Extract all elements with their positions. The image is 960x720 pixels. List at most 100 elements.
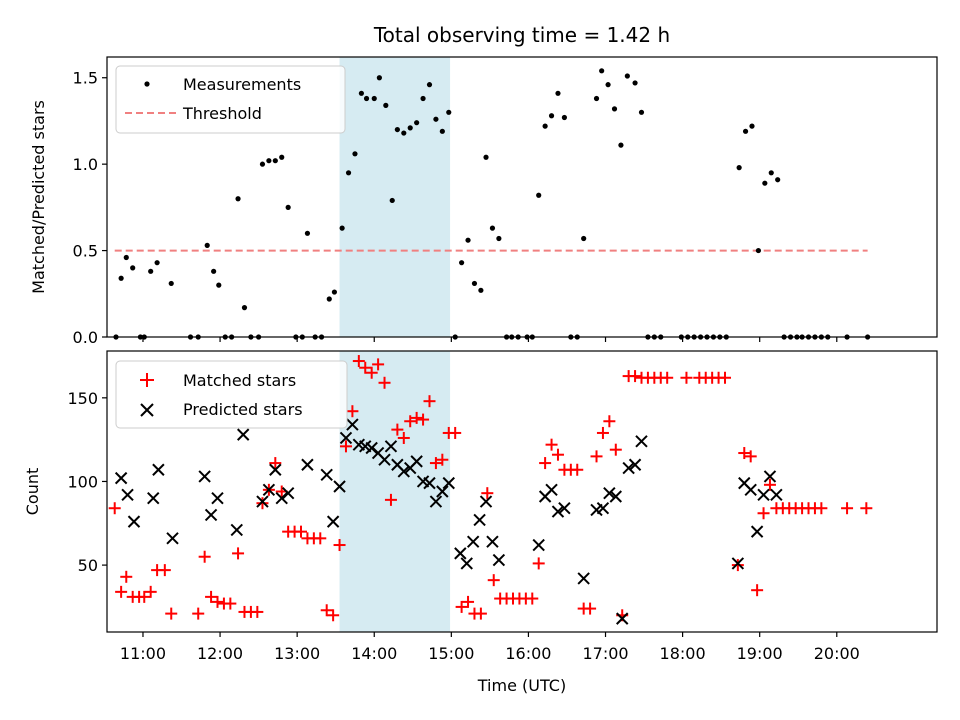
predicted-star-point bbox=[269, 463, 282, 476]
predicted-star-point bbox=[616, 612, 629, 625]
matched-star-point bbox=[372, 358, 385, 371]
measurement-point bbox=[599, 68, 605, 74]
matched-star-point bbox=[661, 371, 674, 384]
matched-star-point bbox=[455, 600, 468, 613]
measurement-point bbox=[216, 282, 222, 288]
matched-star-point bbox=[205, 590, 218, 603]
matched-star-point bbox=[571, 463, 584, 476]
legend-label-measurements: Measurements bbox=[183, 75, 301, 94]
chart-title: Total observing time = 1.42 h bbox=[373, 23, 670, 47]
legend-marker-matched bbox=[140, 373, 154, 387]
matched-star-point bbox=[359, 361, 372, 374]
measurement-point bbox=[749, 123, 755, 129]
predicted-star-point bbox=[558, 502, 571, 515]
matched-star-point bbox=[320, 604, 333, 617]
predicted-star-point bbox=[281, 486, 295, 500]
predicted-star-point bbox=[384, 440, 398, 453]
measurement-point bbox=[775, 177, 781, 183]
matched-star-point bbox=[596, 426, 609, 439]
top-legend: Measurements Threshold bbox=[115, 65, 346, 134]
predicted-star-point bbox=[731, 557, 745, 570]
matched-star-point bbox=[192, 607, 205, 620]
measurement-point bbox=[363, 95, 370, 102]
matched-star-point bbox=[603, 415, 616, 428]
measurement-point bbox=[555, 90, 561, 96]
x-tick-label: 11:00 bbox=[120, 644, 166, 663]
predicted-star-point bbox=[577, 572, 590, 585]
measurement-point bbox=[394, 126, 400, 133]
matched-star-point bbox=[609, 443, 622, 456]
measurement-point bbox=[483, 154, 489, 160]
matched-star-point bbox=[757, 507, 770, 520]
measurement-point bbox=[420, 95, 426, 102]
predicted-star-point bbox=[609, 490, 622, 503]
measurement-point bbox=[489, 225, 496, 231]
measurement-point bbox=[266, 158, 272, 164]
measurement-point bbox=[326, 296, 332, 302]
measurement-point bbox=[204, 242, 210, 248]
matched-star-point bbox=[224, 597, 237, 610]
bottom-y-axis-title: Count bbox=[23, 468, 42, 516]
measurement-point bbox=[154, 260, 160, 266]
measurement-point bbox=[389, 197, 395, 204]
measurement-point bbox=[561, 114, 567, 121]
predicted-star-point bbox=[603, 486, 616, 500]
predicted-star-point bbox=[121, 488, 134, 502]
matched-star-point bbox=[333, 539, 346, 552]
measurement-point bbox=[235, 196, 241, 202]
measurement-point bbox=[371, 95, 377, 102]
matched-star-point bbox=[744, 450, 757, 463]
matched-star-point bbox=[211, 595, 224, 608]
predicted-star-point bbox=[486, 535, 499, 548]
measurement-points bbox=[113, 68, 871, 340]
top-y-tick-label: 1.5 bbox=[73, 69, 98, 88]
top-x-ticks bbox=[142, 337, 838, 342]
matched-star-point bbox=[680, 371, 693, 384]
measurement-point bbox=[259, 161, 266, 167]
bottom-x-ticks: 11:00 12:00 13:00 14:00 15:00 16:00 17:00 18:00… bbox=[120, 632, 860, 663]
matched-star-points bbox=[108, 355, 873, 622]
matched-star-point bbox=[378, 376, 391, 389]
predicted-star-point bbox=[770, 488, 783, 502]
measurement-point bbox=[536, 192, 542, 198]
matched-star-point bbox=[232, 547, 245, 560]
matched-star-point bbox=[860, 502, 873, 515]
matched-star-point bbox=[462, 595, 475, 608]
predicted-star-point bbox=[628, 458, 642, 471]
matched-star-point bbox=[391, 423, 404, 436]
top-legend-box bbox=[115, 65, 346, 134]
matched-star-point bbox=[365, 366, 378, 379]
predicted-star-point bbox=[326, 515, 340, 528]
measurement-point bbox=[478, 287, 484, 293]
matched-star-point bbox=[590, 450, 603, 463]
matched-star-point bbox=[314, 532, 327, 545]
matched-star-point bbox=[115, 585, 128, 598]
matched-star-point bbox=[138, 590, 151, 603]
measurement-point bbox=[581, 235, 587, 242]
matched-star-point bbox=[158, 564, 171, 577]
predicted-star-point bbox=[466, 535, 480, 548]
matched-star-point bbox=[751, 584, 764, 597]
predicted-star-point bbox=[236, 428, 250, 441]
measurement-point bbox=[638, 109, 645, 115]
top-y-axis-title: Matched/Predicted stars bbox=[29, 100, 48, 294]
bottom-y-tick-label: 50 bbox=[78, 556, 98, 575]
matched-star-point bbox=[584, 602, 597, 615]
x-tick-label: 13:00 bbox=[274, 644, 320, 663]
matched-star-point bbox=[423, 395, 436, 408]
matched-star-point bbox=[295, 525, 308, 538]
measurement-point bbox=[148, 268, 154, 274]
measurement-point bbox=[433, 116, 439, 122]
legend-label-matched: Matched stars bbox=[183, 371, 296, 390]
matched-star-point bbox=[815, 502, 828, 515]
predicted-star-point bbox=[532, 538, 545, 552]
legend-marker-predicted bbox=[140, 403, 154, 417]
measurement-point bbox=[605, 82, 611, 88]
predicted-star-point bbox=[114, 471, 128, 485]
ratio-panel: 0.0 0.5 1.0 1.5 Total observing time = 1.42… bbox=[29, 23, 938, 347]
top-y-tick-label: 0.5 bbox=[73, 242, 98, 261]
matched-star-point bbox=[526, 592, 539, 605]
x-tick-label: 15:00 bbox=[428, 644, 474, 663]
